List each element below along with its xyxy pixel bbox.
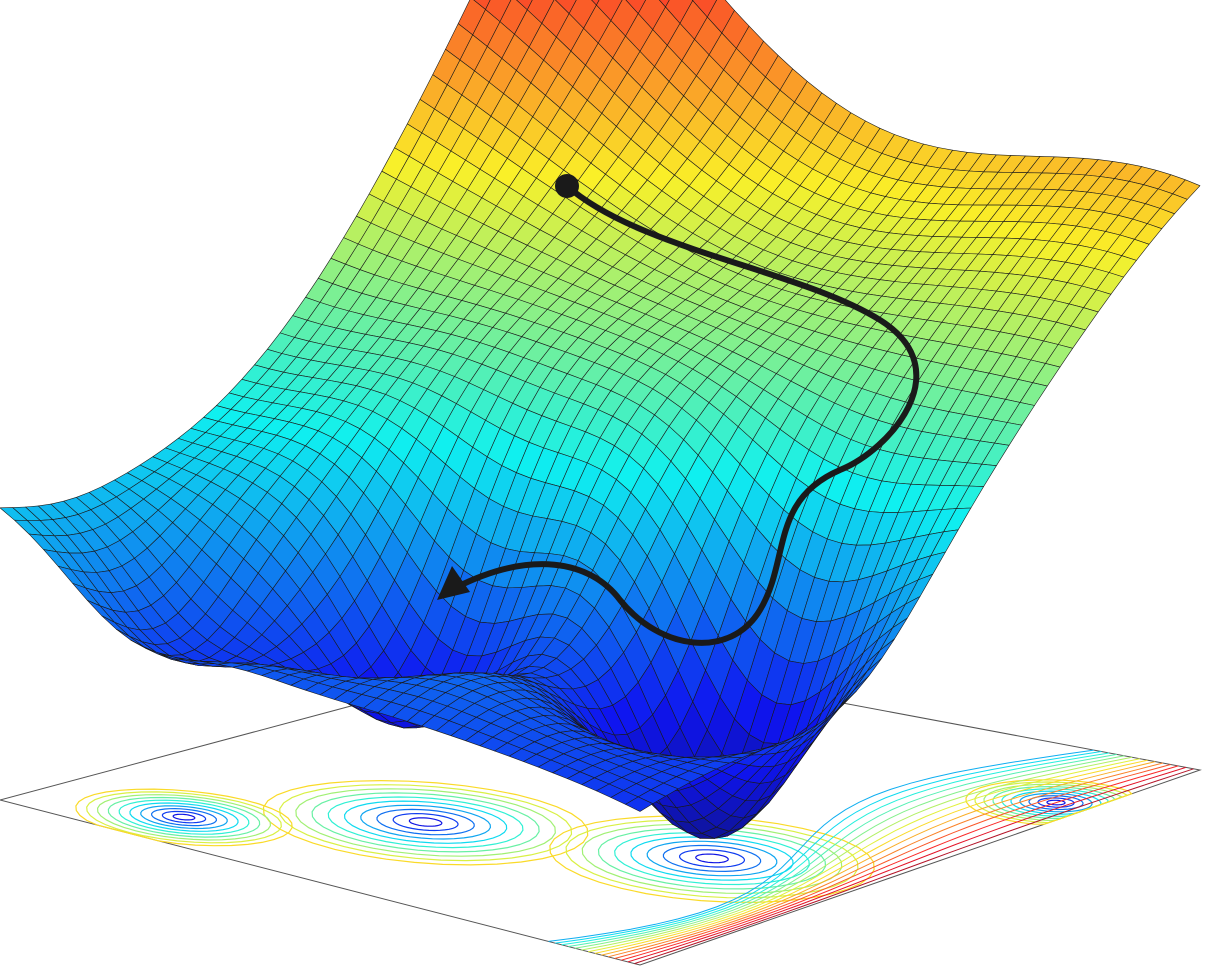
contour-line [96,794,272,841]
contour-line [172,813,196,821]
contour-line [129,802,239,832]
contour-line [568,753,1117,947]
contour-line [408,817,443,827]
contour-line [561,752,1110,946]
contour-line [627,766,1187,963]
contour-line [311,792,540,853]
contour-line [581,756,1133,951]
contour-line [107,796,261,838]
contour-line [548,749,1094,942]
descent-path-line [452,183,920,646]
contour-plane-base [0,649,1202,966]
contour-line [614,764,1171,959]
contour-line [695,853,729,864]
contour-line [574,755,1125,949]
contour-line [621,765,1179,961]
contour-line [86,791,282,844]
contour-line [327,796,524,849]
contour-line [594,759,1148,954]
contour-line [279,784,573,862]
contour-line [634,768,1194,965]
descent-path [437,174,920,646]
contour-line [140,805,228,830]
contour-line [360,804,492,840]
contour-plane [0,649,1202,966]
contour-line [343,800,508,844]
contour-line [588,758,1140,953]
contour-line [614,832,810,886]
contour-line [983,783,1122,822]
contour-line [992,785,1117,820]
contour-line [662,844,762,873]
contour-line [376,808,475,836]
contour-line [549,815,875,903]
contour-line [75,788,293,847]
contour-line [965,779,1133,825]
surface-mesh [0,0,1201,839]
contour-line [597,827,827,890]
contour-line [1019,792,1093,813]
contour-line [150,807,218,827]
contour-line [1010,790,1102,815]
contour-line [262,779,589,866]
contour-line [678,849,746,868]
contour-line [565,819,859,899]
contour-line [646,840,778,877]
arrowhead-icon [437,566,470,600]
surface-cell [625,796,654,812]
contour-line [607,762,1164,958]
contour-line [555,751,1102,944]
contour-line [118,799,250,835]
contour-line [392,812,459,832]
contour-line [1037,797,1075,808]
contour-line [295,788,556,857]
contour-line [161,810,207,824]
contour-line [1046,799,1066,806]
contour-line [630,836,794,881]
contour-line [601,761,1156,956]
start-point-marker [555,174,579,198]
